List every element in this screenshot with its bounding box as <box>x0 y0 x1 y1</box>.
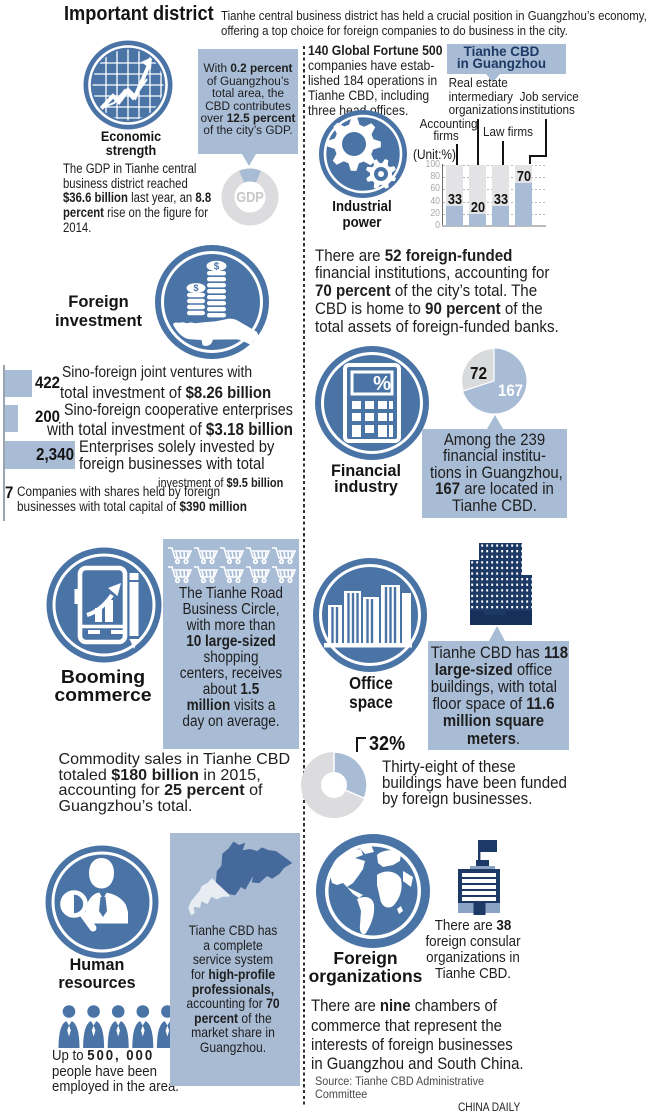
svg-text:$: $ <box>214 262 220 273</box>
svg-text:%: % <box>373 373 391 395</box>
svg-text:$: $ <box>193 283 198 293</box>
svg-text:GDP: GDP <box>236 188 264 205</box>
